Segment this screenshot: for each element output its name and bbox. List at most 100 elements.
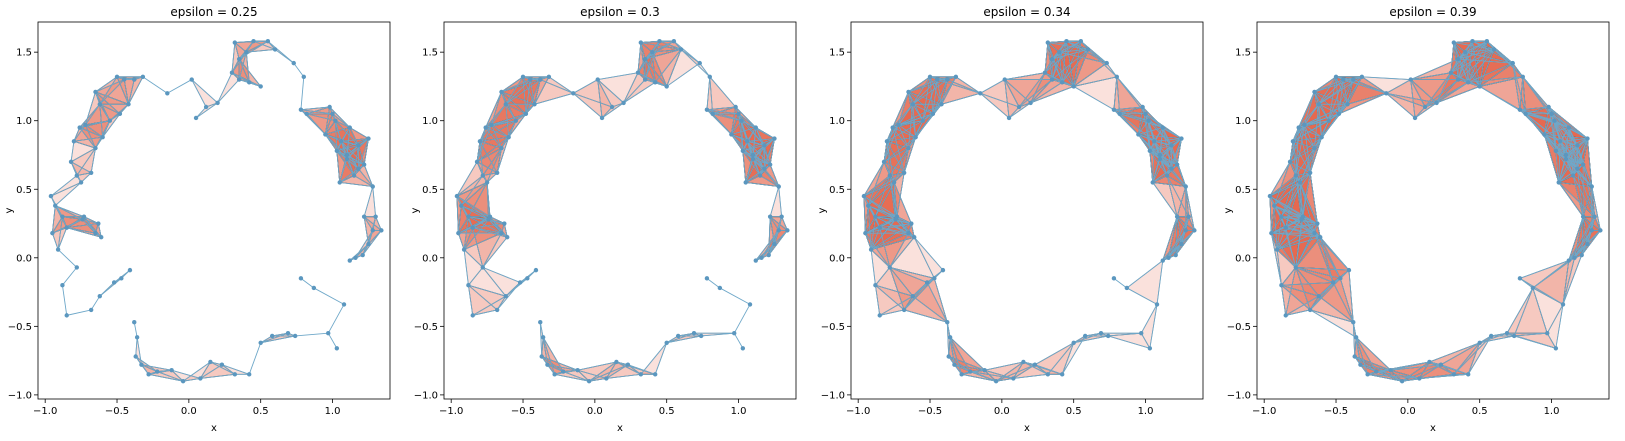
data-point [757, 173, 763, 178]
edge [735, 106, 757, 128]
y-tick-label: 0.5 [422, 185, 438, 196]
edge [463, 249, 484, 268]
edge [597, 79, 613, 108]
edge [548, 76, 574, 94]
data-point [1085, 47, 1091, 52]
edge [740, 120, 754, 156]
edge [66, 223, 99, 229]
edge [62, 267, 78, 286]
edge [742, 150, 761, 176]
edge [167, 79, 192, 94]
data-point [1151, 139, 1157, 144]
data-point [483, 125, 488, 130]
data-point [638, 372, 644, 377]
data-point [132, 320, 137, 325]
edge [768, 216, 783, 256]
data-point [1143, 111, 1148, 117]
data-point [1045, 40, 1051, 45]
data-point [370, 228, 375, 233]
edge [375, 216, 382, 231]
data-point [334, 148, 340, 154]
data-point [953, 74, 959, 80]
edge [191, 79, 218, 104]
edge [752, 154, 771, 165]
edge [534, 76, 550, 105]
data-point [1124, 285, 1130, 291]
edge [50, 181, 82, 197]
data-point [935, 77, 940, 82]
edge [191, 79, 207, 108]
edge [769, 138, 775, 165]
y-tick-label: −1.0 [821, 390, 845, 401]
data-point [533, 267, 539, 273]
y-axis-label: y [817, 207, 828, 213]
data-point [906, 230, 911, 236]
data-point [732, 330, 737, 336]
data-point [912, 235, 917, 240]
y-tick-label: −0.5 [821, 322, 845, 333]
edge [597, 79, 603, 119]
edge [456, 181, 488, 197]
edge [501, 91, 535, 105]
edge [200, 373, 235, 379]
edge [99, 104, 104, 138]
data-point [539, 354, 544, 359]
data-point [333, 118, 338, 123]
edge [171, 369, 201, 379]
data-point [906, 89, 911, 95]
data-point [890, 125, 895, 130]
edge [541, 356, 578, 371]
data-point [762, 143, 767, 148]
edge [66, 309, 92, 316]
x-tick-label: 0.5 [1066, 406, 1082, 417]
x-tick-label: 1.0 [731, 406, 747, 417]
data-point [733, 104, 738, 110]
data-point [232, 40, 238, 45]
data-point [236, 77, 242, 82]
data-point [924, 280, 930, 285]
simplices [862, 39, 1196, 382]
edge [260, 335, 296, 344]
edge [485, 91, 502, 128]
edge [482, 172, 498, 176]
data-point [64, 225, 69, 230]
data-point [1057, 49, 1062, 55]
edge [183, 377, 201, 382]
data-point [258, 84, 263, 89]
data-point [642, 77, 648, 82]
edge [623, 79, 646, 104]
edge [456, 175, 484, 197]
edge [84, 91, 96, 125]
edge [54, 182, 82, 207]
data-point [1147, 148, 1153, 154]
edge [353, 145, 359, 176]
edge [501, 76, 524, 93]
edge [479, 136, 509, 142]
data-point [1192, 228, 1197, 233]
edge [666, 49, 682, 87]
edge [522, 76, 535, 105]
data-point [117, 111, 123, 117]
data-point [1157, 152, 1163, 158]
y-tick-label: 0.5 [16, 185, 32, 196]
data-point [750, 156, 756, 162]
edge [489, 216, 505, 224]
data-point [901, 170, 907, 175]
edge [597, 72, 639, 81]
data-point [595, 77, 600, 82]
data-point [1105, 333, 1111, 339]
chart-title: epsilon = 0.3 [580, 5, 660, 19]
data-point [291, 60, 296, 66]
edge [368, 230, 382, 245]
edge [534, 92, 574, 105]
edge [80, 172, 92, 183]
edge [73, 136, 103, 142]
edge [358, 168, 374, 187]
x-tick-label: 1.0 [325, 406, 341, 417]
data-point [1174, 214, 1180, 219]
edge [238, 52, 247, 80]
chart-title: epsilon = 0.25 [170, 5, 257, 19]
data-point [621, 100, 626, 106]
data-point [906, 145, 911, 151]
edge [99, 278, 122, 297]
